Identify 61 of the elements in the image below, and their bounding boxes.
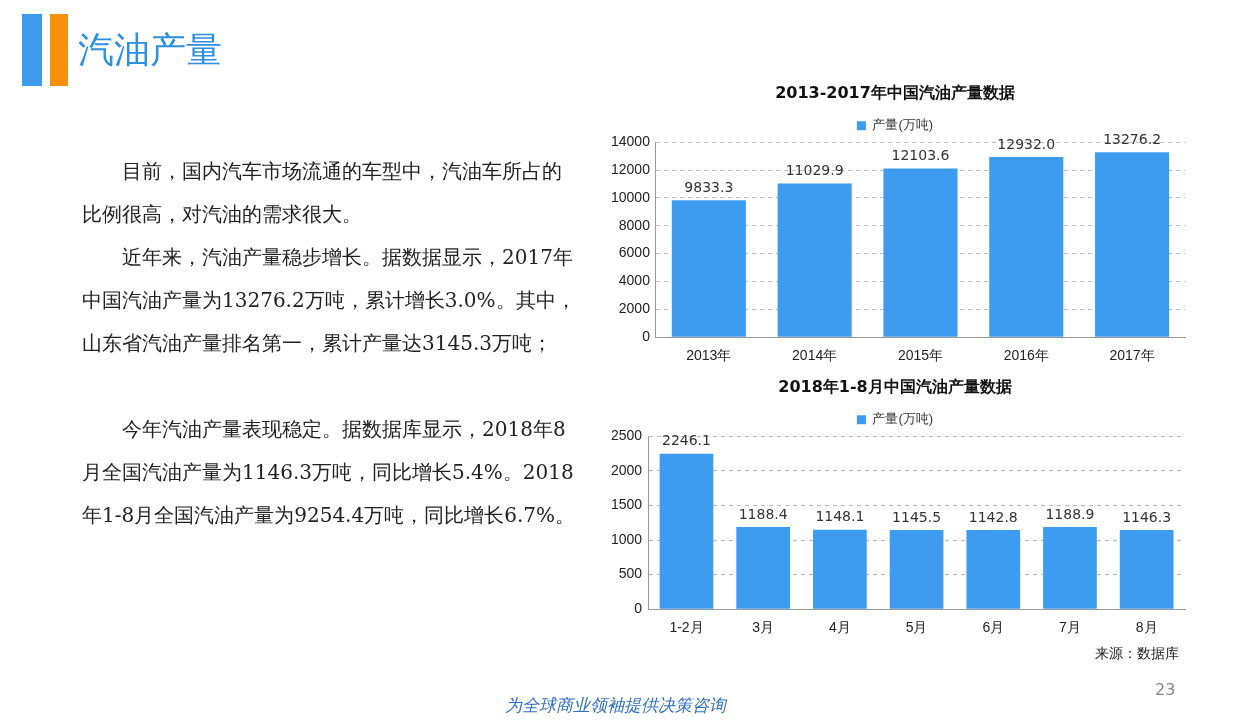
- y-tick-label: 1000: [610, 530, 643, 547]
- text: 23: [1155, 680, 1176, 699]
- data-label: 11029.9: [785, 162, 844, 179]
- y-tick-label: 0: [642, 328, 651, 345]
- data-label: 1146.3: [1122, 508, 1172, 525]
- bar: [1095, 152, 1170, 337]
- data-label: 1148.1: [815, 508, 865, 525]
- text: 今年汽油产量表现稳定。据数据库显示，2018年8月全国汽油产量为1146.3万吨，同比增长5.4%。2018年1-8月全国汽油产量为9254.4万吨，同比增长6.7%。: [82, 416, 576, 529]
- y-tick-label: 500: [618, 565, 643, 582]
- text: 目前，国内汽车市场流通的车型中，汽油车所占的比例很高，对汽油的需求很大。: [82, 158, 563, 228]
- chart-title: 2018年1-8月中国汽油产量数据: [778, 376, 1012, 396]
- x-tick-label: 2013年: [686, 347, 732, 364]
- bar: [883, 168, 958, 337]
- x-tick-label: 1-2月: [669, 619, 704, 636]
- legend-label: 产量(万吨): [872, 117, 934, 133]
- data-label: 1188.4: [738, 505, 788, 522]
- x-tick-label: 3月: [752, 619, 775, 636]
- bar: [813, 529, 867, 609]
- bar: [1043, 526, 1097, 609]
- text: 汽油产量: [78, 28, 222, 72]
- data-label: 9833.3: [684, 178, 734, 195]
- bar: [671, 200, 746, 337]
- data-label: 12932.0: [997, 135, 1056, 152]
- x-tick-label: 2014年: [792, 347, 838, 364]
- x-tick-label: 2015年: [897, 347, 944, 364]
- bar: [889, 529, 944, 609]
- y-tick-label: 1500: [610, 496, 643, 513]
- bar: [966, 530, 1021, 609]
- data-label: 1145.5: [892, 508, 942, 525]
- y-tick-label: 10000: [610, 188, 651, 205]
- bar: [736, 526, 791, 609]
- y-tick-label: 12000: [610, 160, 651, 177]
- x-tick-label: 5月: [905, 619, 928, 636]
- y-tick-label: 2000: [610, 461, 643, 478]
- bar: [989, 157, 1064, 337]
- y-tick-label: 4000: [618, 272, 651, 289]
- bar: [1119, 529, 1174, 609]
- x-tick-label: 4月: [828, 619, 851, 636]
- data-label: 1188.9: [1045, 505, 1095, 522]
- y-tick-label: 0: [634, 600, 643, 617]
- y-tick-label: 8000: [618, 216, 651, 233]
- legend-label: 产量(万吨): [872, 411, 934, 427]
- x-tick-label: 6月: [982, 619, 1005, 636]
- y-tick-label: 6000: [618, 244, 651, 261]
- data-label: 12103.6: [891, 147, 950, 164]
- y-tick-label: 2000: [618, 300, 651, 317]
- x-tick-label: 7月: [1059, 619, 1081, 636]
- x-tick-label: 2017年: [1109, 347, 1155, 364]
- y-tick-label: 14000: [610, 133, 651, 150]
- y-tick-label: 2500: [610, 427, 643, 444]
- bar: [777, 183, 852, 337]
- text: 为全球商业领袖提供决策咨询: [505, 694, 726, 717]
- source-note: 来源：数据库: [1095, 645, 1179, 663]
- text: 近年来，汽油产量稳步增长。据数据显示，2017年中国汽油产量为13276.2万吨，累计增长3.0%。其中，山东省汽油产量排名第一，累计产量达3145.3万吨；: [82, 244, 576, 357]
- chart-title: 2013-2017年中国汽油产量数据: [775, 82, 1015, 102]
- bar: [659, 453, 714, 609]
- x-tick-label: 8月: [1135, 619, 1158, 636]
- x-tick-label: 2016年: [1003, 347, 1049, 364]
- data-label: 13276.2: [1103, 130, 1162, 147]
- data-label: 1142.8: [968, 508, 1018, 525]
- data-label: 2246.1: [661, 432, 711, 449]
